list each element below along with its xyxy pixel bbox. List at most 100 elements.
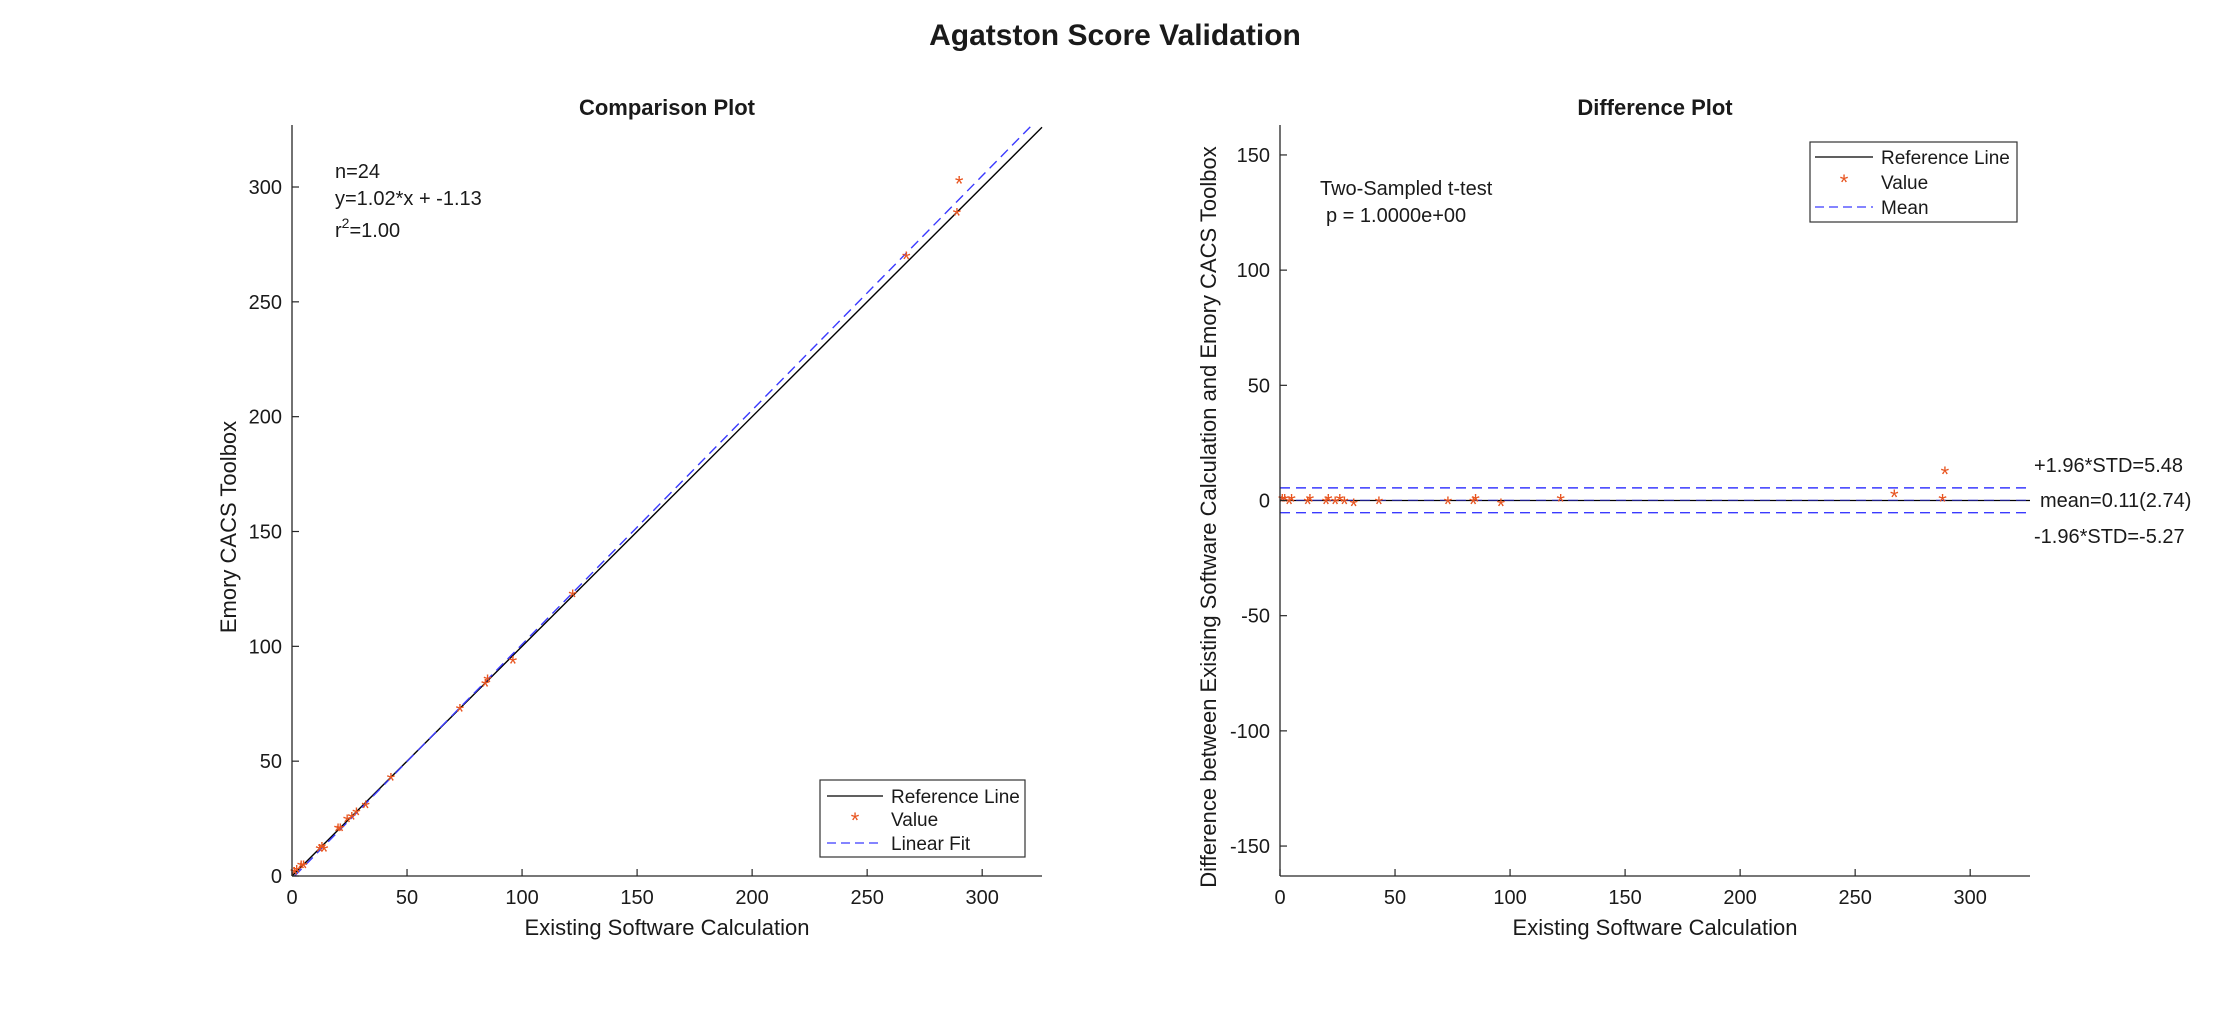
difference-data-point: * — [1287, 490, 1296, 515]
comparison-y-tick-label: 0 — [271, 866, 282, 888]
comparison-equation-annotation: y=1.02*x + -1.13 — [335, 188, 482, 210]
comparison-legend-box — [819, 779, 1026, 858]
difference-legend-value-swatch: * — [1840, 170, 1849, 195]
difference-x-tick-label: 300 — [1953, 887, 1986, 909]
difference-x-tick-label: 150 — [1608, 887, 1641, 909]
comparison-y-tick-label: 50 — [260, 751, 282, 773]
difference-data-point: * — [1322, 492, 1331, 517]
difference-data-point: * — [1890, 485, 1899, 510]
difference-data-point: * — [1303, 492, 1312, 517]
comparison-r2-annotation: r2=1.00 — [335, 215, 400, 242]
comparison-data-point: * — [387, 769, 396, 794]
comparison-data-point: * — [348, 808, 357, 833]
difference-mean-label: mean=0.11(2.74) — [2040, 490, 2191, 512]
comparison-data-point: * — [292, 860, 301, 885]
difference-data-point: * — [1375, 492, 1384, 517]
difference-data-point: * — [1306, 490, 1315, 515]
comparison-data-point: * — [343, 810, 352, 835]
comparison-data-point: * — [902, 247, 911, 272]
comparison-data-point: * — [483, 670, 492, 695]
comparison-legend-value-label: Value — [891, 810, 938, 831]
comparison-plot: Comparison Plot ************ ********** 0… — [216, 95, 1043, 940]
comparison-y-tick-label: 300 — [249, 177, 282, 199]
difference-data-point: * — [1471, 490, 1480, 515]
difference-data-point: * — [1340, 492, 1349, 517]
difference-plot-title: Difference Plot — [1577, 95, 1733, 120]
difference-p-value: p = 1.0000e+00 — [1326, 205, 1466, 227]
comparison-data-point: * — [290, 863, 299, 888]
comparison-plot-xlabel: Existing Software Calculation — [525, 915, 810, 940]
comparison-data-point: * — [297, 856, 306, 881]
difference-data-point: * — [1349, 494, 1358, 519]
comparison-data-point: * — [361, 796, 370, 821]
comparison-legend-fit-label: Linear Fit — [891, 834, 971, 855]
difference-data-point: * — [1280, 490, 1289, 515]
difference-y-tick-label: -50 — [1241, 606, 1270, 628]
comparison-x-tick-label: 100 — [505, 887, 538, 909]
comparison-data-point: * — [336, 819, 345, 844]
difference-y-tick-label: 0 — [1259, 491, 1270, 513]
comparison-data-point: * — [953, 204, 962, 229]
comparison-y-tick-label: 150 — [249, 522, 282, 544]
difference-y-tick-label: 50 — [1248, 375, 1270, 397]
difference-data-point: * — [1336, 490, 1345, 515]
comparison-data-point: * — [318, 837, 327, 862]
difference-data-point: * — [1497, 494, 1506, 519]
difference-x-tick-label: 100 — [1493, 887, 1526, 909]
comparison-data-point: * — [456, 700, 465, 725]
comparison-data-point: * — [334, 819, 343, 844]
comparison-plot-title: Comparison Plot — [579, 95, 756, 120]
difference-data-point: * — [1444, 492, 1453, 517]
difference-legend-box — [1809, 141, 2018, 223]
difference-data-point: * — [1556, 490, 1565, 515]
difference-legend-value-label: Value — [1881, 173, 1928, 194]
comparison-data-point: * — [320, 840, 329, 865]
comparison-plot-ylabel: Emory CACS Toolbox — [216, 421, 241, 633]
difference-legend: Reference Line * Value Mean — [1809, 141, 2018, 223]
comparison-x-tick-label: 200 — [735, 887, 768, 909]
comparison-data-point: * — [509, 651, 518, 676]
figure-title: Agatston Score Validation — [929, 19, 1301, 52]
difference-x-tick-label: 250 — [1838, 887, 1871, 909]
comparison-y-tick-label: 100 — [249, 636, 282, 658]
comparison-y-tick-label: 250 — [249, 292, 282, 314]
difference-legend-mean-label: Mean — [1881, 198, 1929, 219]
comparison-n-annotation: n=24 — [335, 161, 380, 183]
comparison-x-tick-label: 50 — [396, 887, 418, 909]
difference-data-point: * — [1278, 490, 1287, 515]
difference-legend-reference-label: Reference Line — [1881, 148, 2010, 169]
comparison-data-point: * — [299, 856, 308, 881]
difference-plot-ylabel: Difference between Existing Software Cal… — [1196, 146, 1221, 887]
difference-y-tick-label: -100 — [1230, 721, 1270, 743]
comparison-x-tick-label: 300 — [965, 887, 998, 909]
comparison-data-point: * — [568, 585, 577, 610]
comparison-data-point: * — [481, 674, 490, 699]
comparison-legend-reference-label: Reference Line — [891, 787, 1020, 808]
difference-test-name: Two-Sampled t-test — [1320, 178, 1493, 200]
comparison-x-tick-label: 0 — [286, 887, 297, 909]
comparison-legend: Reference Line * Value Linear Fit — [819, 779, 1026, 858]
difference-plot-xlabel: Existing Software Calculation — [1513, 915, 1798, 940]
comparison-data-point: * — [352, 803, 361, 828]
difference-data-point: * — [1938, 490, 1947, 515]
comparison-data-point: * — [315, 840, 324, 865]
comparison-reference-line — [291, 126, 1043, 877]
difference-data-point: * — [1469, 492, 1478, 517]
difference-data-point: * — [1941, 462, 1950, 487]
difference-x-tick-label: 200 — [1723, 887, 1756, 909]
comparison-x-tick-label: 250 — [850, 887, 883, 909]
difference-y-tick-label: -150 — [1230, 836, 1270, 858]
difference-y-tick-label: 150 — [1237, 145, 1270, 167]
difference-y-tick-label: 100 — [1237, 260, 1270, 282]
comparison-legend-value-swatch: * — [851, 808, 860, 833]
comparison-y-tick-label: 200 — [249, 407, 282, 429]
difference-x-tick-label: 0 — [1274, 887, 1285, 909]
difference-data-point: * — [1331, 492, 1340, 517]
difference-data-point: * — [1324, 490, 1333, 515]
comparison-data-point: * — [955, 171, 964, 196]
comparison-x-tick-label: 150 — [620, 887, 653, 909]
difference-data-point: * — [1285, 492, 1294, 517]
difference-x-tick-label: 50 — [1384, 887, 1406, 909]
